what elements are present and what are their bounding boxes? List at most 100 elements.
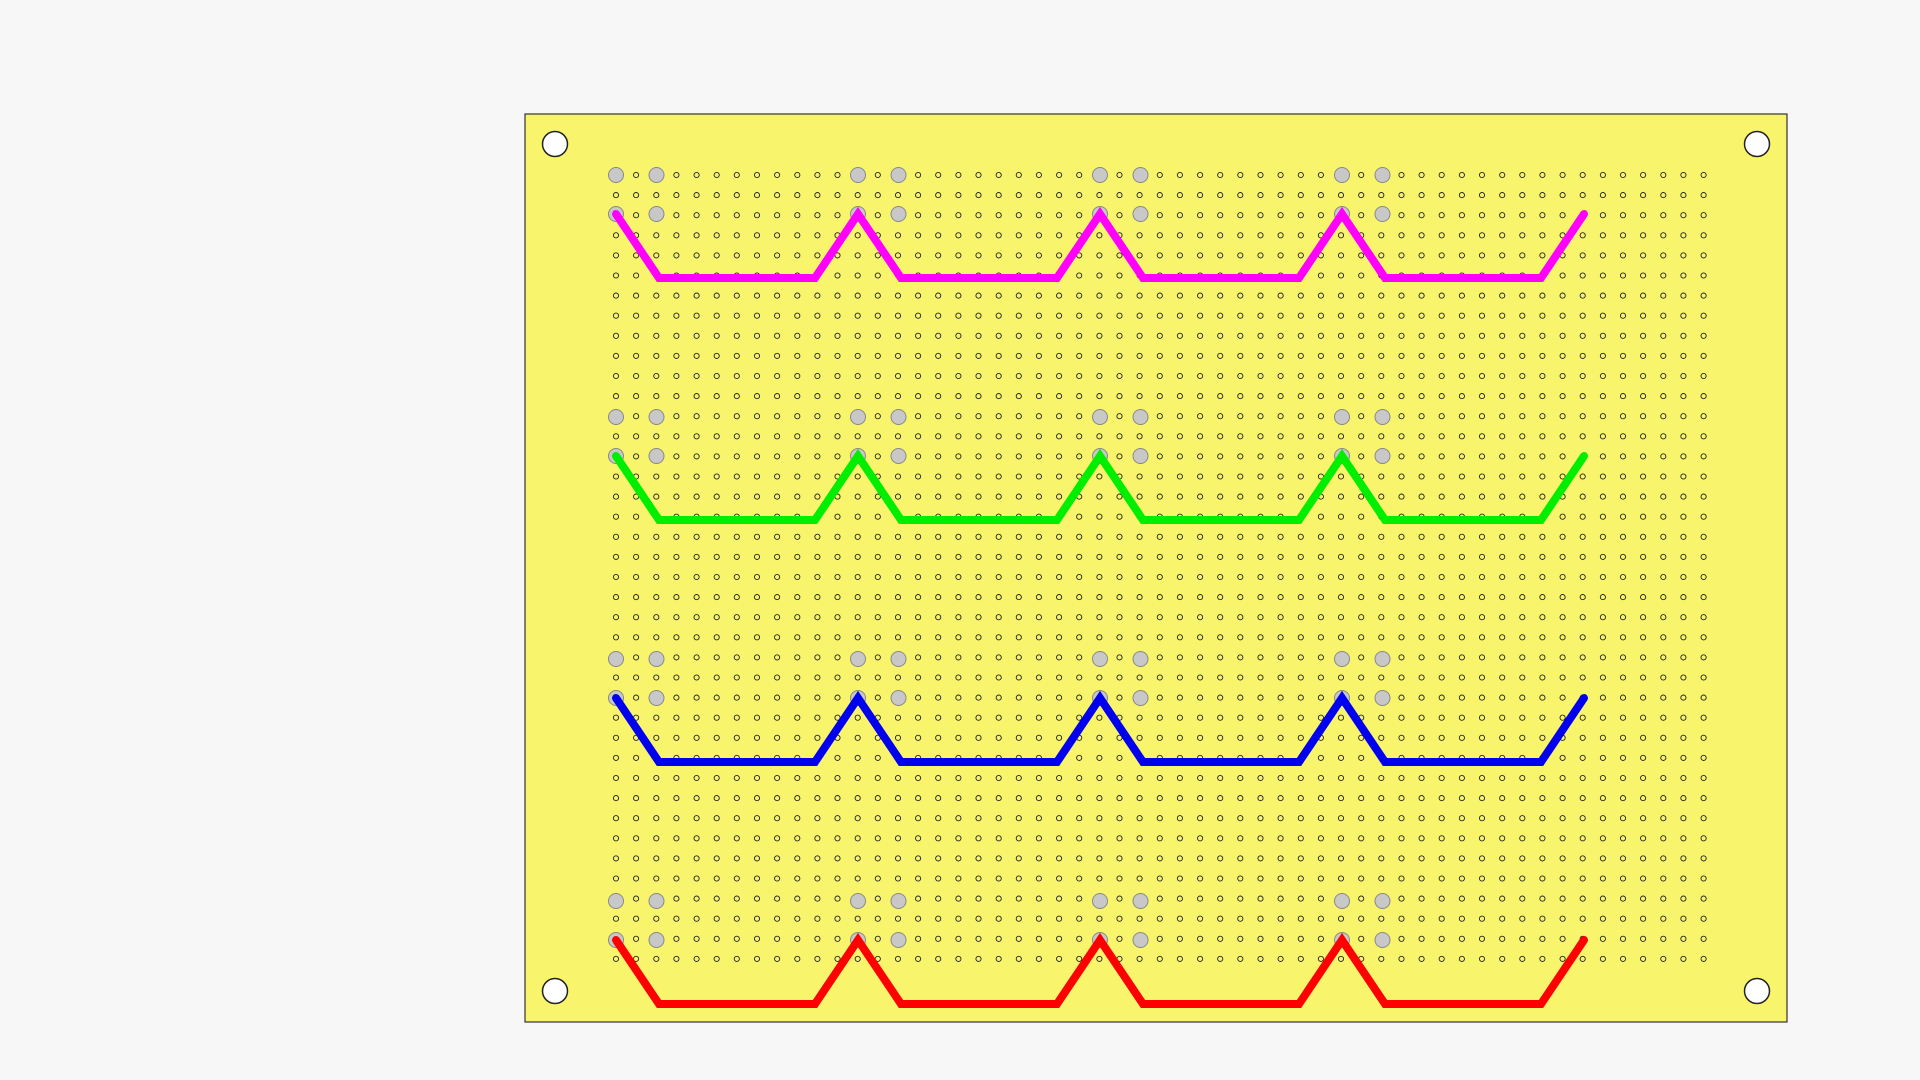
perfboard-hole: [1156, 573, 1163, 581]
perfboard-hole: [874, 212, 881, 219]
perfboard-hole: [1499, 413, 1506, 420]
perfboard-hole: [1700, 895, 1707, 902]
perfboard-hole: [1398, 413, 1405, 420]
perfboard-hole: [1499, 955, 1506, 962]
perfboard-hole: [1217, 654, 1224, 661]
perfboard-hole: [1599, 493, 1606, 500]
perfboard-hole: [693, 212, 700, 219]
perfboard-hole: [1599, 473, 1606, 480]
magenta-trace[interactable]: [612, 206, 1588, 282]
perfboard-hole: [894, 594, 902, 601]
perfboard-hole: [673, 332, 680, 339]
perfboard-hole: [612, 734, 620, 741]
perfboard-hole: [1519, 895, 1526, 902]
perfboard-hole: [975, 955, 982, 962]
perfboard-hole: [612, 393, 620, 400]
perfboard-hole: [1478, 413, 1486, 420]
perfboard-hole: [935, 694, 942, 701]
perfboard-hole: [1076, 875, 1083, 882]
perfboard-hole: [794, 393, 801, 400]
perfboard-hole: [1398, 935, 1405, 942]
perfboard-hole: [1015, 332, 1022, 339]
red-trace[interactable]: [612, 932, 1588, 1008]
perfboard-hole: [1599, 352, 1606, 359]
perfboard-hole: [1579, 513, 1586, 520]
green-trace[interactable]: [612, 448, 1588, 524]
perfboard-hole: [1257, 372, 1264, 380]
perfboard-hole: [633, 895, 640, 902]
perfboard-hole: [1136, 955, 1143, 962]
perfboard-hole: [1056, 694, 1063, 701]
perfboard-hole: [1297, 212, 1304, 219]
pcb-board[interactable]: [524, 113, 1788, 1023]
perfboard-hole: [1418, 212, 1425, 219]
perfboard-hole: [854, 614, 861, 621]
perfboard-hole: [1257, 352, 1264, 359]
perfboard-hole: [673, 433, 680, 440]
perfboard-hole: [673, 795, 680, 802]
perfboard-hole: [1358, 634, 1365, 641]
perfboard-hole: [794, 553, 801, 560]
perfboard-hole: [1096, 915, 1103, 922]
perfboard-hole: [814, 774, 821, 782]
perfboard-hole: [1056, 855, 1063, 862]
perfboard-hole: [1035, 433, 1042, 440]
perfboard-hole: [1640, 312, 1647, 319]
perfboard-hole: [814, 815, 821, 822]
perfboard-hole: [693, 292, 700, 299]
perfboard-hole: [1619, 795, 1627, 802]
perfboard-hole: [935, 734, 942, 741]
perfboard-hole: [1116, 855, 1123, 862]
perfboard-hole: [1015, 352, 1022, 359]
perfboard-hole: [653, 734, 660, 741]
perfboard-hole: [673, 594, 680, 601]
perfboard-hole: [1297, 292, 1304, 299]
perfboard-hole: [1640, 473, 1647, 480]
perfboard-hole: [975, 473, 982, 480]
perfboard-hole: [1277, 533, 1284, 540]
perfboard-hole: [915, 232, 922, 239]
perfboard-hole: [1519, 393, 1526, 400]
perfboard-hole: [733, 453, 740, 460]
perfboard-hole: [753, 634, 761, 641]
perfboard-hole: [1619, 634, 1627, 641]
perfboard-hole: [1257, 393, 1264, 400]
perfboard-hole: [814, 915, 821, 922]
perfboard-hole: [1217, 573, 1224, 581]
perfboard-hole: [975, 252, 982, 259]
perfboard-hole: [612, 192, 620, 199]
perfboard-hole: [1499, 473, 1506, 480]
perfboard-hole: [894, 312, 902, 319]
blue-trace[interactable]: [612, 690, 1588, 766]
perfboard-hole: [673, 192, 680, 199]
perfboard-hole: [693, 232, 700, 239]
perfboard-hole: [1398, 212, 1405, 219]
perfboard-hole: [1076, 654, 1083, 661]
perfboard-hole: [1176, 694, 1183, 701]
component-pad: [1132, 206, 1149, 222]
perfboard-hole: [794, 413, 801, 420]
perfboard-hole: [894, 332, 902, 339]
component-pad: [890, 206, 907, 222]
perfboard-hole: [1136, 352, 1143, 359]
perfboard-hole: [1499, 453, 1506, 460]
perfboard-hole: [612, 372, 620, 380]
perfboard-hole: [1700, 694, 1707, 701]
perfboard-hole: [955, 292, 962, 299]
perfboard-hole: [1458, 413, 1465, 420]
perfboard-hole: [1156, 453, 1163, 460]
perfboard-hole: [1579, 895, 1586, 902]
perfboard-hole: [1438, 815, 1445, 822]
perfboard-hole: [1197, 533, 1204, 540]
perfboard-hole: [612, 754, 620, 761]
perfboard-hole: [673, 352, 680, 359]
perfboard-hole: [1438, 171, 1445, 179]
perfboard-hole: [1599, 413, 1606, 420]
perfboard-hole: [1700, 614, 1707, 621]
perfboard-hole: [1640, 212, 1647, 219]
perfboard-hole: [1297, 352, 1304, 359]
perfboard-hole: [1337, 815, 1345, 822]
perfboard-hole: [1680, 895, 1687, 902]
